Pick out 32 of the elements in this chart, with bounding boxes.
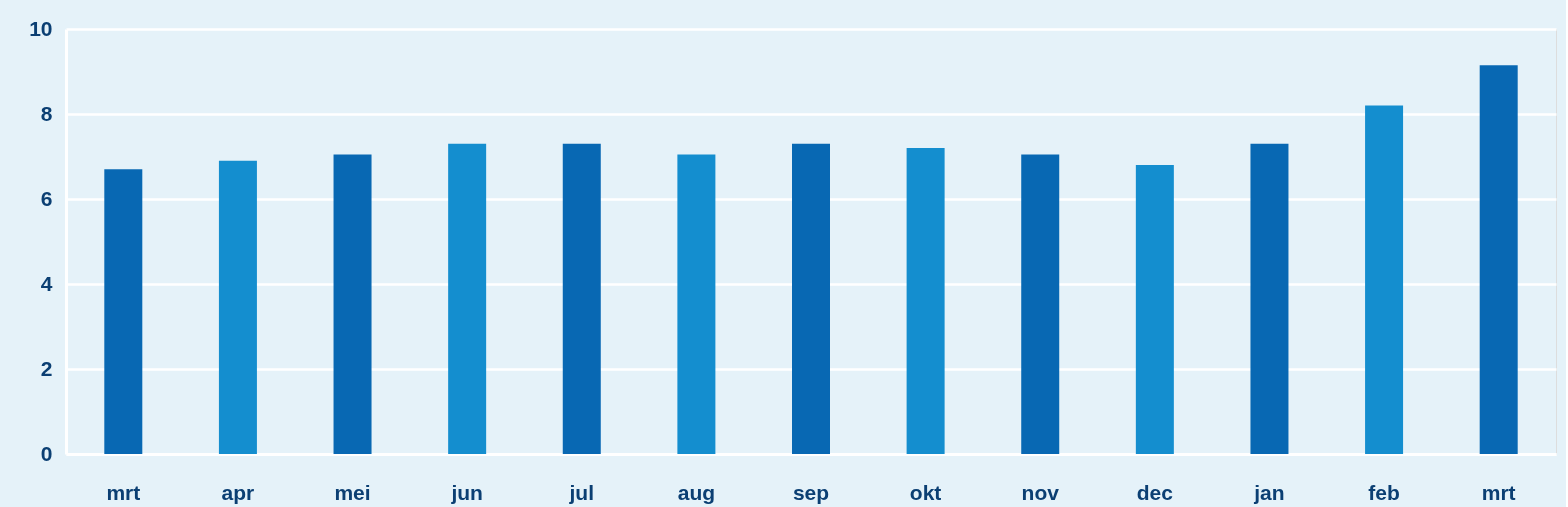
bar bbox=[448, 143, 487, 454]
x-tick-label: okt bbox=[909, 480, 942, 504]
bar bbox=[218, 160, 257, 454]
bar bbox=[104, 169, 143, 454]
bar bbox=[562, 143, 601, 454]
x-tick-label: mrt bbox=[1481, 480, 1516, 504]
x-tick-label: apr bbox=[221, 480, 255, 504]
x-tick-label: jun bbox=[450, 480, 483, 504]
x-tick-label: mei bbox=[334, 480, 371, 504]
y-tick-label: 10 bbox=[29, 16, 53, 40]
x-tick-label: jan bbox=[1253, 480, 1285, 504]
x-tick-label: mrt bbox=[106, 480, 141, 504]
y-tick-label: 8 bbox=[40, 101, 53, 125]
y-tick-label: 0 bbox=[40, 441, 53, 465]
bar bbox=[677, 154, 716, 454]
y-tick-label: 4 bbox=[40, 271, 53, 295]
x-tick-label: dec bbox=[1136, 480, 1174, 504]
x-tick-label: feb bbox=[1368, 480, 1400, 504]
x-tick-label: nov bbox=[1021, 480, 1060, 504]
bar bbox=[1365, 105, 1404, 454]
bar bbox=[792, 143, 830, 454]
bar bbox=[1021, 154, 1060, 454]
bar bbox=[1250, 143, 1289, 454]
bar bbox=[906, 148, 945, 454]
x-tick-label: aug bbox=[677, 480, 716, 504]
y-tick-label: 2 bbox=[40, 356, 53, 380]
bar bbox=[1479, 65, 1518, 454]
bar bbox=[1135, 165, 1174, 454]
x-tick-label: sep bbox=[792, 480, 830, 504]
x-tick-label: jul bbox=[568, 480, 595, 504]
y-tick-label: 6 bbox=[40, 186, 53, 210]
bar bbox=[333, 154, 372, 454]
